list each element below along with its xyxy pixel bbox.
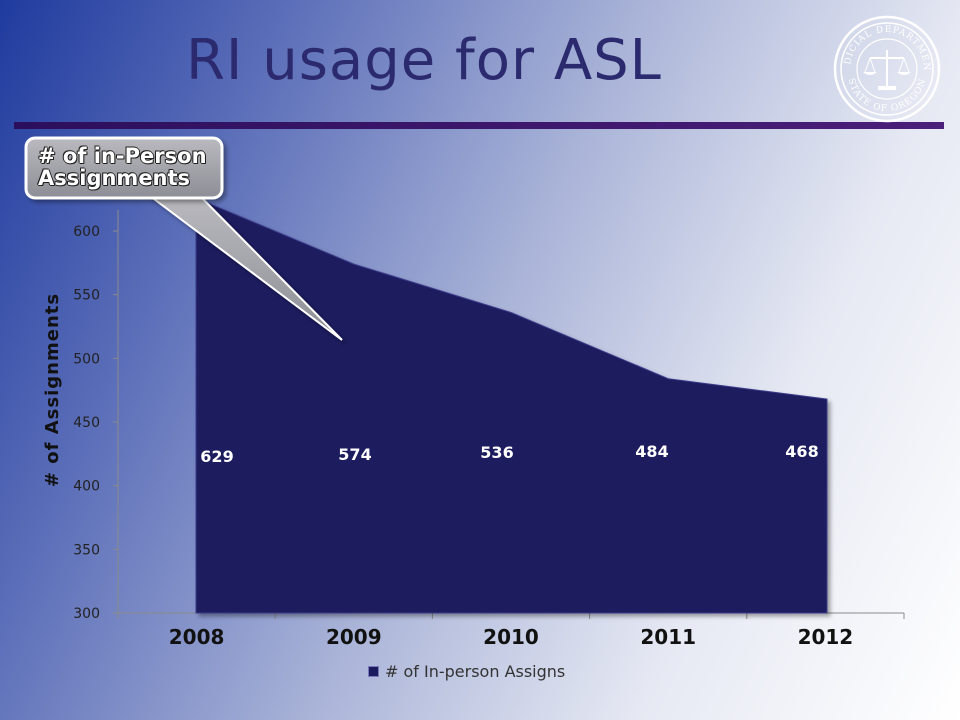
x-tick-label: 2011 [640, 625, 696, 649]
x-tick-label: 2009 [326, 625, 382, 649]
data-label-2010: 536 [480, 443, 513, 462]
y-axis-label: # of Assignments [42, 293, 63, 487]
data-label-2011: 484 [635, 442, 668, 461]
y-tick-label: 300 [73, 606, 100, 622]
x-axis: 2008 2009 2010 2011 2012 [117, 612, 905, 649]
legend-label: # of In-person Assigns [385, 662, 566, 681]
oregon-judicial-seal-icon: JUDICIAL DEPARTMENT STATE OF OREGON [832, 14, 941, 123]
y-tick-label: 500 [73, 351, 100, 367]
x-tick-label: 2008 [169, 625, 225, 649]
y-tick-label: 450 [73, 415, 100, 431]
legend-swatch [368, 666, 379, 677]
y-axis: 300 350 400 450 500 550 600 [73, 210, 119, 622]
chart-legend: # of In-person Assigns [368, 662, 565, 681]
y-tick-label: 400 [73, 479, 100, 495]
y-tick-label: 550 [73, 288, 100, 304]
data-label-2008: 629 [200, 447, 233, 466]
x-tick-label: 2010 [483, 625, 539, 649]
area-series-in-person-assigns [195, 197, 828, 614]
y-tick-label: 600 [73, 224, 100, 240]
y-tick-label: 350 [73, 542, 100, 558]
callout-box [24, 136, 224, 200]
data-label-2012: 468 [785, 442, 818, 461]
data-label-2009: 574 [338, 445, 371, 464]
x-tick-label: 2012 [798, 625, 854, 649]
data-labels: 629 574 536 484 468 [200, 442, 818, 466]
slide-title: RI usage for ASL [186, 28, 662, 93]
title-divider [14, 122, 944, 129]
callout-label: # of in-Person Assignments [38, 144, 207, 190]
